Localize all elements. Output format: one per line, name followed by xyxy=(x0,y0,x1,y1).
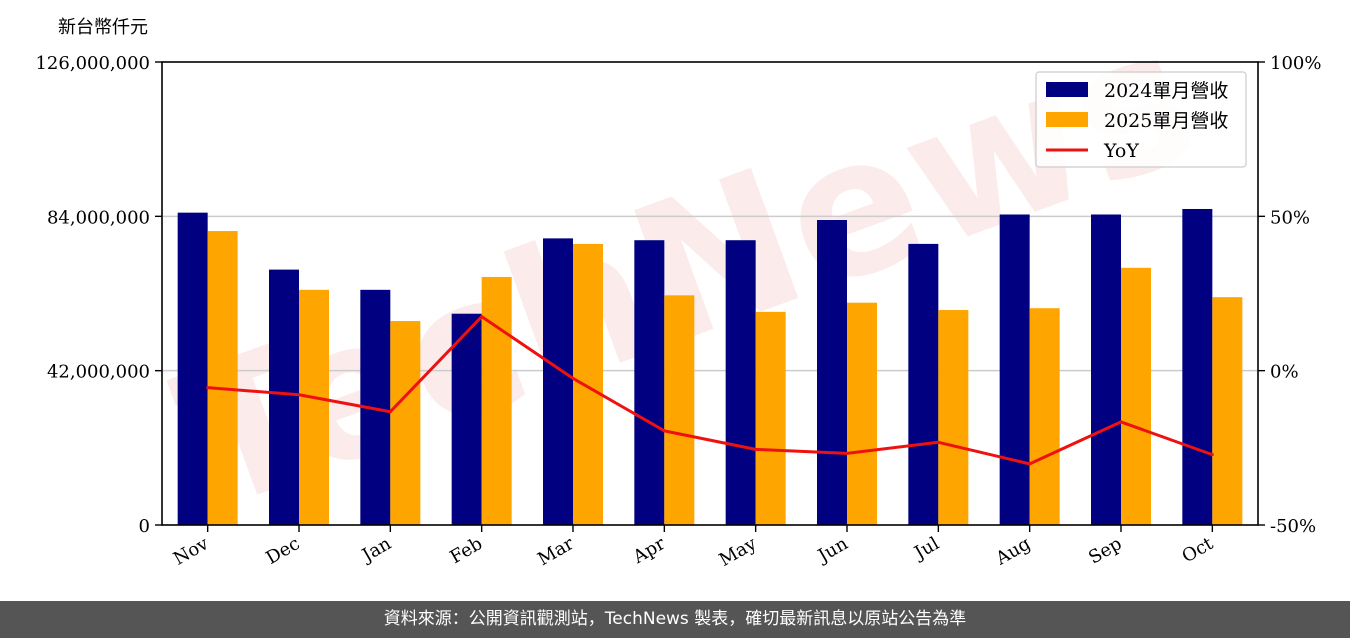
revenue-chart: TechNews 新台幣仟元 042,000,00084,000,000126,… xyxy=(35,0,1321,571)
bar-2025 xyxy=(207,231,238,526)
bar-2024 xyxy=(1182,208,1213,525)
bar-2025 xyxy=(1212,297,1243,525)
bar-2024 xyxy=(634,240,665,525)
x-tick-label: Nov xyxy=(170,533,213,570)
yoy-point xyxy=(1119,420,1123,424)
yoy-polyline xyxy=(207,315,1213,466)
yoy-point xyxy=(936,440,940,444)
bar-2025 xyxy=(481,276,512,525)
bar-2025 xyxy=(938,310,969,525)
legend-label: YoY xyxy=(1103,140,1139,162)
x-tick-label: Aug xyxy=(992,533,1035,570)
x-tick-label: Jun xyxy=(813,533,852,568)
bar-2025 xyxy=(299,289,329,525)
left-tick-label: 84,000,000 xyxy=(47,207,150,228)
right-tick-label: -50% xyxy=(1270,516,1316,537)
bar-2025 xyxy=(847,302,877,525)
right-tick-label: 0% xyxy=(1270,362,1299,383)
yoy-point xyxy=(662,429,666,433)
unit-label: 新台幣仟元 xyxy=(58,17,148,38)
yoy-point xyxy=(571,376,575,380)
yoy-point xyxy=(845,451,849,455)
legend-label: 2025單月營收 xyxy=(1104,110,1228,132)
plot-frame xyxy=(161,61,1259,526)
x-tick-label: Oct xyxy=(1179,533,1218,568)
yoy-point xyxy=(480,315,484,319)
left-tick-label: 42,000,000 xyxy=(47,362,150,383)
bar-2024 xyxy=(177,212,208,525)
bar-2025 xyxy=(573,243,603,525)
right-tick-label: 100% xyxy=(1270,53,1321,74)
yoy-point xyxy=(1210,453,1214,457)
yoy-point xyxy=(754,447,758,451)
yoy-point xyxy=(297,393,301,397)
legend-swatch xyxy=(1046,112,1088,127)
legend: 2024單月營收 2025單月營收 YoY xyxy=(1035,71,1247,168)
legend-box xyxy=(1035,71,1247,168)
bar-2025 xyxy=(664,295,695,525)
axes xyxy=(161,61,1259,526)
bar-2024 xyxy=(543,238,573,525)
bar-2024 xyxy=(1091,214,1121,525)
left-tick-label: 0 xyxy=(139,516,150,537)
bar-2024 xyxy=(269,269,299,525)
bar-2024 xyxy=(725,240,756,525)
x-tick-label: Jul xyxy=(909,533,943,565)
legend-swatch xyxy=(1046,82,1088,97)
x-tick-label: Apr xyxy=(629,533,669,568)
x-tick-label: May xyxy=(716,533,761,571)
x-axis-ticks: Nov Dec Jan Feb Mar Apr May Jun Jul Aug Sep Oct xyxy=(170,525,1218,571)
right-axis-ticks: -50% 0% 50% 100% xyxy=(1258,53,1321,537)
yoy-point xyxy=(388,410,392,414)
x-tick-label: Sep xyxy=(1085,533,1125,568)
source-footer: 資料來源：公開資訊觀測站，TechNews 製表，確切最新訊息以原站公告為準 xyxy=(0,601,1350,638)
bar-2025 xyxy=(1029,308,1060,525)
left-axis-ticks: 0 42,000,000 84,000,000 126,000,000 xyxy=(35,53,162,537)
legend-label: 2024單月營收 xyxy=(1104,80,1228,102)
gridlines xyxy=(162,215,1258,372)
x-tick-label: Jan xyxy=(357,533,395,567)
bars xyxy=(177,208,1243,526)
bar-2025 xyxy=(755,311,786,525)
yoy-point xyxy=(1028,462,1032,466)
x-tick-label: Mar xyxy=(534,533,578,570)
bar-2024 xyxy=(817,220,847,525)
x-tick-label: Feb xyxy=(446,533,486,568)
bar-2025 xyxy=(1121,267,1151,525)
bar-2024 xyxy=(999,214,1030,525)
bar-2025 xyxy=(390,321,421,525)
yoy-line xyxy=(206,315,1214,466)
bar-2024 xyxy=(451,313,482,525)
left-tick-label: 126,000,000 xyxy=(35,53,150,74)
yoy-point xyxy=(206,386,210,390)
bar-2024 xyxy=(908,243,939,525)
right-tick-label: 50% xyxy=(1270,207,1310,228)
